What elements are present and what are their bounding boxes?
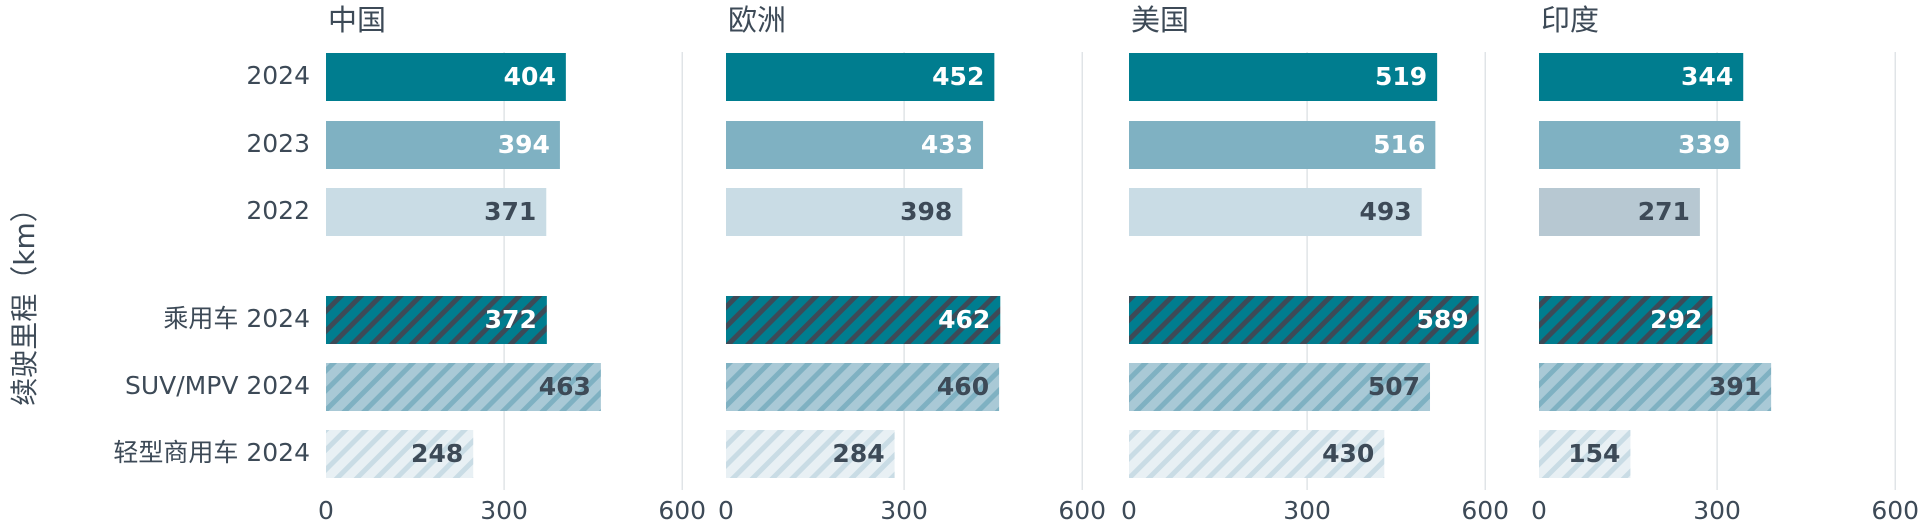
x-tick-label: 600 [1461,496,1509,525]
bar [326,363,601,411]
category-label: 轻型商用车 2024 [113,438,310,467]
bar-value-label: 271 [1638,197,1690,226]
bar-value-label: 463 [539,372,591,401]
bar-value-label: 430 [1322,439,1374,468]
panel-title: 欧洲 [728,3,786,37]
bar [326,53,566,101]
bar [1129,121,1436,169]
bar-value-label: 516 [1373,130,1425,159]
bar [1539,296,1713,344]
chart-panels: 中国 0 300 600 404 394 371 372 463 248 欧洲 0 300 600 452 4… [318,3,1919,525]
bar-value-label: 519 [1375,62,1427,91]
x-tick-label: 300 [1283,496,1331,525]
category-label: 乘用车 2024 [163,304,310,333]
bar [1129,363,1431,411]
bar [1129,430,1385,478]
bar [326,296,547,344]
bar-value-label: 589 [1417,305,1469,334]
bar-value-label: 292 [1650,305,1702,334]
category-labels: 2024 2023 2022 乘用车 2024 SUV/MPV 2024 轻型商用车 20… [113,61,310,467]
bar [326,188,547,236]
bar-value-label: 154 [1568,439,1620,468]
bar-value-label: 372 [485,305,537,334]
x-tick-label: 600 [1058,496,1106,525]
bar-value-label: 344 [1681,62,1733,91]
bar [726,121,984,169]
category-label: 2023 [246,129,310,158]
bar-value-label: 391 [1709,372,1761,401]
x-tick-label: 0 [1121,496,1137,525]
bar [1129,296,1479,344]
bar-value-label: 284 [832,439,884,468]
x-tick-label: 0 [718,496,734,525]
panel-1: 欧洲 0 300 600 452 433 398 462 460 284 [718,3,1106,525]
bar [1539,121,1741,169]
bar [1539,363,1772,411]
bar-value-label: 404 [504,62,556,91]
bar-value-label: 433 [921,130,973,159]
y-axis-title: 续驶里程（km） [8,194,41,406]
bar-value-label: 460 [937,372,989,401]
x-tick-label: 600 [658,496,706,525]
category-label: SUV/MPV 2024 [125,371,310,400]
bar [726,363,1000,411]
bar-value-label: 248 [411,439,463,468]
bar [326,121,560,169]
bar [726,188,963,236]
bar [1129,53,1438,101]
bar-value-label: 394 [498,130,550,159]
bar-value-label: 339 [1678,130,1730,159]
bar [726,430,895,478]
panel-title: 中国 [328,3,386,37]
panel-2: 美国 0 300 600 519 516 493 589 507 430 [1121,3,1509,525]
bar [726,53,995,101]
x-tick-label: 600 [1871,496,1919,525]
bar [1539,53,1744,101]
x-tick-label: 300 [1693,496,1741,525]
bar [1539,188,1700,236]
bar [1539,430,1631,478]
panel-0: 中国 0 300 600 404 394 371 372 463 248 [318,3,706,525]
panel-3: 印度 0 300 600 344 339 271 292 391 154 [1531,3,1919,525]
bar-value-label: 462 [938,305,990,334]
x-tick-label: 300 [880,496,928,525]
panel-title: 印度 [1541,3,1599,37]
x-tick-label: 300 [480,496,528,525]
bar [726,296,1001,344]
bar-value-label: 452 [932,62,984,91]
bar-value-label: 398 [900,197,952,226]
bar [1129,188,1422,236]
bar-value-label: 371 [484,197,536,226]
category-label: 2024 [246,61,310,90]
bar-value-label: 507 [1368,372,1420,401]
bar [326,430,474,478]
bar-value-label: 493 [1360,197,1412,226]
panel-title: 美国 [1131,3,1189,37]
x-tick-label: 0 [1531,496,1547,525]
x-tick-label: 0 [318,496,334,525]
category-label: 2022 [246,196,310,225]
